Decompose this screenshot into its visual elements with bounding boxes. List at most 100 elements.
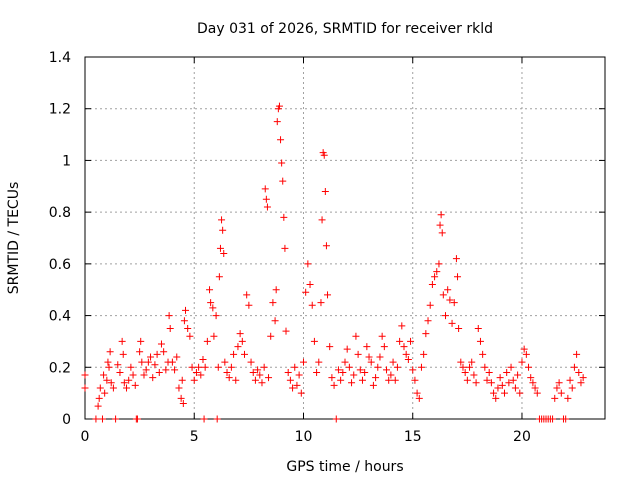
data-point: [553, 384, 561, 392]
data-point: [573, 350, 581, 358]
data-point: [428, 281, 436, 289]
data-point: [468, 358, 476, 366]
data-point: [446, 296, 454, 304]
data-point: [275, 102, 283, 110]
data-point: [378, 332, 386, 340]
data-point: [435, 260, 443, 268]
data-point: [520, 345, 528, 353]
data-point: [291, 363, 299, 371]
data-point: [516, 389, 524, 397]
data-point: [562, 415, 570, 423]
data-point: [289, 384, 297, 392]
data-point: [210, 332, 218, 340]
data-point: [522, 350, 530, 358]
data-point: [262, 195, 270, 203]
data-point: [306, 281, 314, 289]
data-point: [367, 358, 375, 366]
data-point: [426, 301, 434, 309]
x-tick-label: 5: [190, 429, 199, 445]
data-point: [243, 291, 251, 299]
data-point: [225, 374, 233, 382]
data-point: [92, 415, 100, 423]
data-point: [411, 376, 419, 384]
data-point: [320, 151, 328, 159]
data-point: [509, 376, 517, 384]
data-point: [380, 343, 388, 351]
data-point: [348, 379, 356, 387]
data-point: [385, 376, 393, 384]
data-point: [407, 337, 415, 345]
data-point: [200, 415, 208, 423]
data-point: [81, 371, 89, 379]
data-point: [149, 374, 157, 382]
x-tick-label: 20: [513, 429, 531, 445]
data-point: [120, 379, 128, 387]
data-point: [374, 363, 382, 371]
data-point: [188, 363, 196, 371]
data-point: [107, 379, 115, 387]
data-point: [184, 325, 192, 332]
data-point: [245, 301, 253, 309]
data-point: [178, 376, 186, 384]
data-point: [321, 187, 329, 195]
data-point: [369, 381, 377, 389]
data-point: [514, 371, 522, 379]
data-point: [525, 363, 533, 371]
data-point: [481, 363, 489, 371]
data-point: [433, 268, 441, 276]
data-point: [144, 358, 152, 366]
data-point: [265, 374, 273, 382]
data-point: [337, 376, 345, 384]
data-point: [402, 350, 410, 358]
data-point: [415, 394, 423, 402]
data-point: [503, 368, 511, 376]
data-point: [168, 358, 176, 366]
data-point: [215, 273, 223, 281]
data-point: [165, 312, 173, 320]
data-point: [138, 358, 146, 366]
data-point: [263, 203, 271, 211]
data-point: [500, 389, 508, 397]
data-point: [256, 371, 264, 379]
axis-tick-labels: 0 0.2 0.4 0.6 0.8 1 1.2 1.4 0 5 10 15 20: [49, 50, 531, 445]
data-point: [326, 343, 334, 351]
data-point: [297, 389, 305, 397]
data-point: [131, 381, 139, 389]
data-point: [387, 371, 395, 379]
data-point: [575, 368, 583, 376]
data-point: [527, 374, 535, 382]
data-point: [363, 343, 371, 351]
data-point: [199, 356, 207, 364]
data-point: [284, 368, 292, 376]
data-point: [160, 348, 168, 356]
data-point: [341, 358, 349, 366]
data-point: [356, 366, 364, 374]
data-point: [281, 244, 289, 252]
data-point: [448, 319, 456, 327]
data-point: [459, 363, 467, 371]
data-point: [361, 368, 369, 376]
data-point: [391, 376, 399, 384]
data-point: [302, 288, 310, 296]
data-point: [177, 394, 185, 402]
data-point: [223, 368, 231, 376]
data-point: [142, 366, 150, 374]
x-axis-label: GPS time / hours: [286, 459, 403, 475]
data-point: [234, 343, 242, 351]
data-point: [272, 286, 280, 294]
data-point: [476, 337, 484, 345]
data-point: [396, 337, 404, 345]
x-tick-label: 10: [295, 429, 313, 445]
data-point: [127, 363, 135, 371]
data-point: [577, 379, 585, 387]
data-point: [230, 350, 238, 358]
data-point: [393, 363, 401, 371]
data-point: [529, 379, 537, 387]
data-point: [437, 211, 445, 219]
data-point: [171, 366, 179, 374]
data-point: [133, 415, 141, 423]
data-point: [372, 374, 380, 382]
data-point: [186, 332, 194, 340]
data-point: [105, 363, 113, 371]
data-point: [431, 273, 439, 281]
